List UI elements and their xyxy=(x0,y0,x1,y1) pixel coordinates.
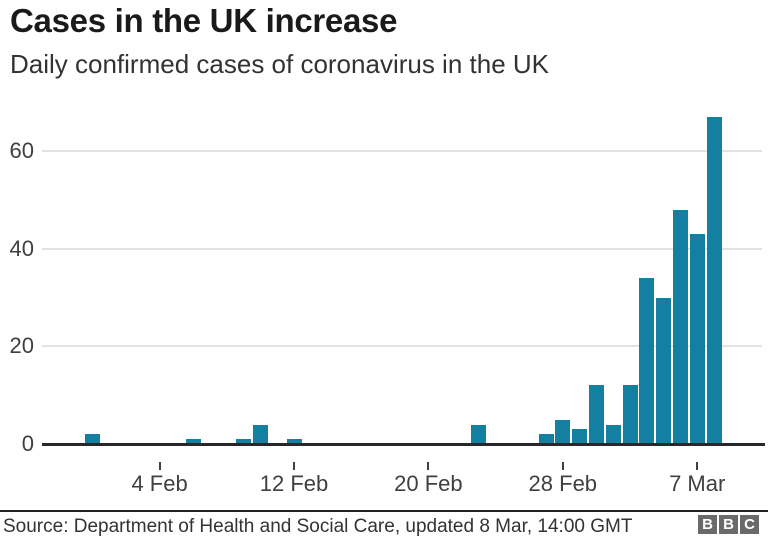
bbc-logo-block: C xyxy=(740,515,759,534)
bar xyxy=(605,424,621,445)
bar xyxy=(572,429,588,445)
y-axis-label: 60 xyxy=(9,137,34,163)
bar xyxy=(252,424,268,445)
x-axis-label: 20 Feb xyxy=(394,471,463,496)
y-gridline xyxy=(42,345,762,348)
x-axis-label: 4 Feb xyxy=(131,471,188,496)
bar xyxy=(471,424,487,445)
bar xyxy=(706,116,722,445)
bbc-logo-block: B xyxy=(698,515,717,534)
x-axis-label: 7 Mar xyxy=(669,471,726,496)
bar xyxy=(185,439,201,445)
y-gridline xyxy=(42,247,762,250)
x-axis-tick xyxy=(696,462,699,470)
y-gridline xyxy=(42,149,762,152)
bar xyxy=(639,277,655,445)
chart-title: Cases in the UK increase xyxy=(10,2,398,39)
y-axis-label: 40 xyxy=(9,235,34,261)
x-axis-tick xyxy=(158,462,161,470)
y-axis-label: 0 xyxy=(21,431,34,456)
x-axis-tick xyxy=(293,462,295,470)
x-axis-label: 28 Feb xyxy=(528,471,598,496)
bar xyxy=(672,209,688,445)
bar xyxy=(588,385,604,445)
bbc-logo-block: B xyxy=(719,515,738,534)
x-axis-baseline xyxy=(42,443,765,446)
source-text: Source: Department of Health and Social … xyxy=(3,516,633,537)
bar xyxy=(538,434,554,445)
x-axis-label: 12 Feb xyxy=(259,471,329,496)
footer-divider xyxy=(0,510,768,512)
bar xyxy=(286,439,302,445)
chart-subtitle: Daily confirmed cases of coronavirus in … xyxy=(10,49,550,79)
bar xyxy=(236,439,252,445)
bar xyxy=(84,434,100,445)
bar xyxy=(689,233,705,445)
x-axis-tick xyxy=(561,462,564,470)
bar xyxy=(656,297,672,445)
y-axis-label: 20 xyxy=(9,333,34,359)
x-axis-tick xyxy=(427,462,430,470)
bar xyxy=(622,385,638,445)
bar xyxy=(555,419,571,445)
